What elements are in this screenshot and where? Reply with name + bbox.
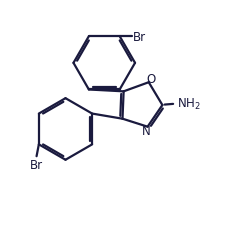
Text: Br: Br [133,31,146,44]
Text: O: O [146,72,155,85]
Text: Br: Br [30,158,43,171]
Text: N: N [142,125,151,138]
Text: NH$_2$: NH$_2$ [177,97,201,112]
